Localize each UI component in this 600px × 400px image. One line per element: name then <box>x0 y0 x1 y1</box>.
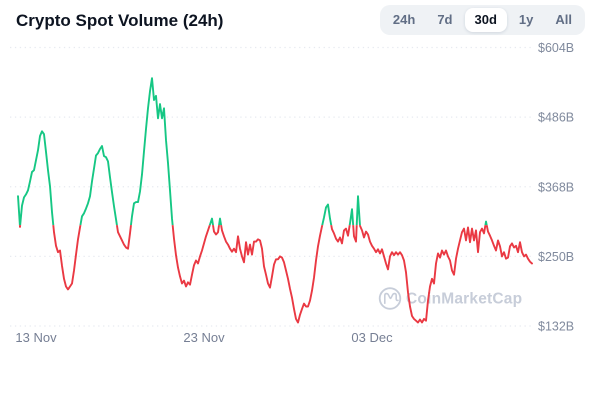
range-selector: 24h 7d 30d 1y All <box>379 5 585 35</box>
coinmarketcap-m-icon <box>384 292 399 304</box>
coinmarketcap-watermark: CoinMarketCap <box>378 287 522 310</box>
y-axis-label: $368B <box>538 180 574 194</box>
range-option-7d[interactable]: 7d <box>427 8 462 32</box>
coinmarketcap-logo-icon <box>378 287 402 310</box>
x-axis-label: 13 Nov <box>15 330 57 345</box>
range-option-1y[interactable]: 1y <box>509 8 543 32</box>
gridlines <box>10 46 531 327</box>
range-option-24h[interactable]: 24h <box>383 8 425 32</box>
watermark-label: CoinMarketCap <box>406 291 522 308</box>
x-axis-label: 03 Dec <box>351 330 393 345</box>
volume-line-up <box>17 77 488 226</box>
y-axis-label: $250B <box>538 250 574 264</box>
y-axis-label: $132B <box>538 320 574 334</box>
volume-line-down <box>18 225 533 324</box>
range-option-30d[interactable]: 30d <box>464 8 507 32</box>
volume-line-series <box>17 77 533 324</box>
y-axis-labels: $604B $486B $368B $250B $132B <box>538 41 574 334</box>
page-title: Crypto Spot Volume (24h) <box>16 11 224 30</box>
x-axis-label: 23 Nov <box>183 330 225 345</box>
range-option-all[interactable]: All <box>545 8 582 32</box>
y-axis-label: $604B <box>538 41 574 55</box>
chart-plot-area[interactable] <box>10 47 532 327</box>
x-axis-labels: 13 Nov 23 Nov 03 Dec <box>15 330 393 345</box>
y-axis-label: $486B <box>538 111 574 125</box>
